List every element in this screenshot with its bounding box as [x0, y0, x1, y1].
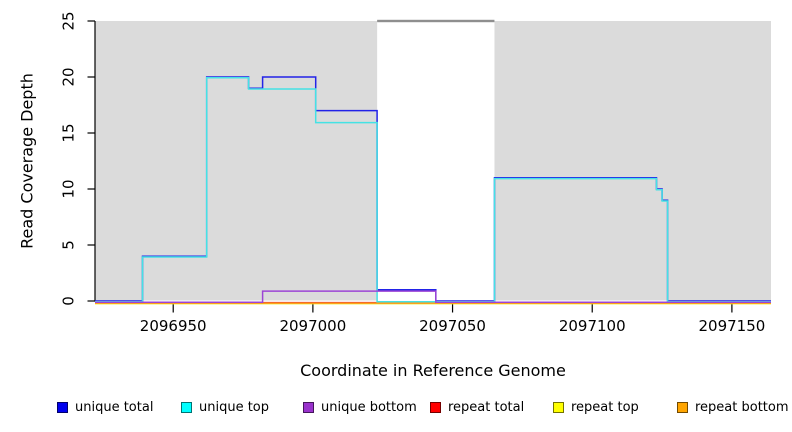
x-tick-label: 2097000: [279, 317, 346, 335]
legend-swatch-icon: [430, 402, 441, 413]
legend-label: repeat top: [571, 400, 639, 415]
y-tick-label: 20: [59, 67, 77, 86]
legend: unique total unique top unique bottom repea…: [0, 400, 792, 422]
legend-label: unique bottom: [321, 400, 417, 415]
series-line-unique-top: [95, 77, 771, 303]
legend-swatch-icon: [553, 402, 564, 413]
shaded-region-0: [95, 21, 378, 301]
legend-label: repeat total: [448, 400, 525, 415]
offscale-cap-line: [377, 19, 495, 23]
y-axis-title: Read Coverage Depth: [17, 73, 37, 249]
x-tick-label: 2097100: [559, 317, 626, 335]
legend-swatch-icon: [181, 402, 192, 413]
legend-label: repeat bottom: [695, 400, 789, 415]
legend-swatch-icon: [677, 402, 688, 413]
x-tick-label: 2096950: [140, 317, 207, 335]
y-tick-label: 25: [59, 11, 77, 30]
series-line-unique-bottom: [95, 290, 771, 304]
legend-label: unique top: [199, 400, 270, 415]
legend-item-unique-top: unique top: [181, 400, 269, 415]
legend-label: unique total: [75, 400, 154, 415]
legend-swatch-icon: [57, 402, 68, 413]
x-axis-title: Coordinate in Reference Genome: [300, 361, 566, 380]
x-tick-label: 2097050: [419, 317, 486, 335]
legend-item-repeat-total: repeat total: [430, 400, 524, 415]
legend-item-repeat-bottom: repeat bottom: [677, 400, 789, 415]
legend-item-unique-bottom: unique bottom: [303, 400, 417, 415]
legend-swatch-icon: [303, 402, 314, 413]
legend-item-unique-total: unique total: [57, 400, 153, 415]
x-tick-label: 2097150: [698, 317, 765, 335]
y-tick-label: 5: [59, 240, 77, 250]
y-tick-label: 0: [59, 296, 77, 306]
legend-item-repeat-top: repeat top: [553, 400, 639, 415]
y-tick-label: 15: [59, 123, 77, 142]
shaded-region-1: [494, 21, 771, 301]
y-tick-label: 10: [59, 179, 77, 198]
